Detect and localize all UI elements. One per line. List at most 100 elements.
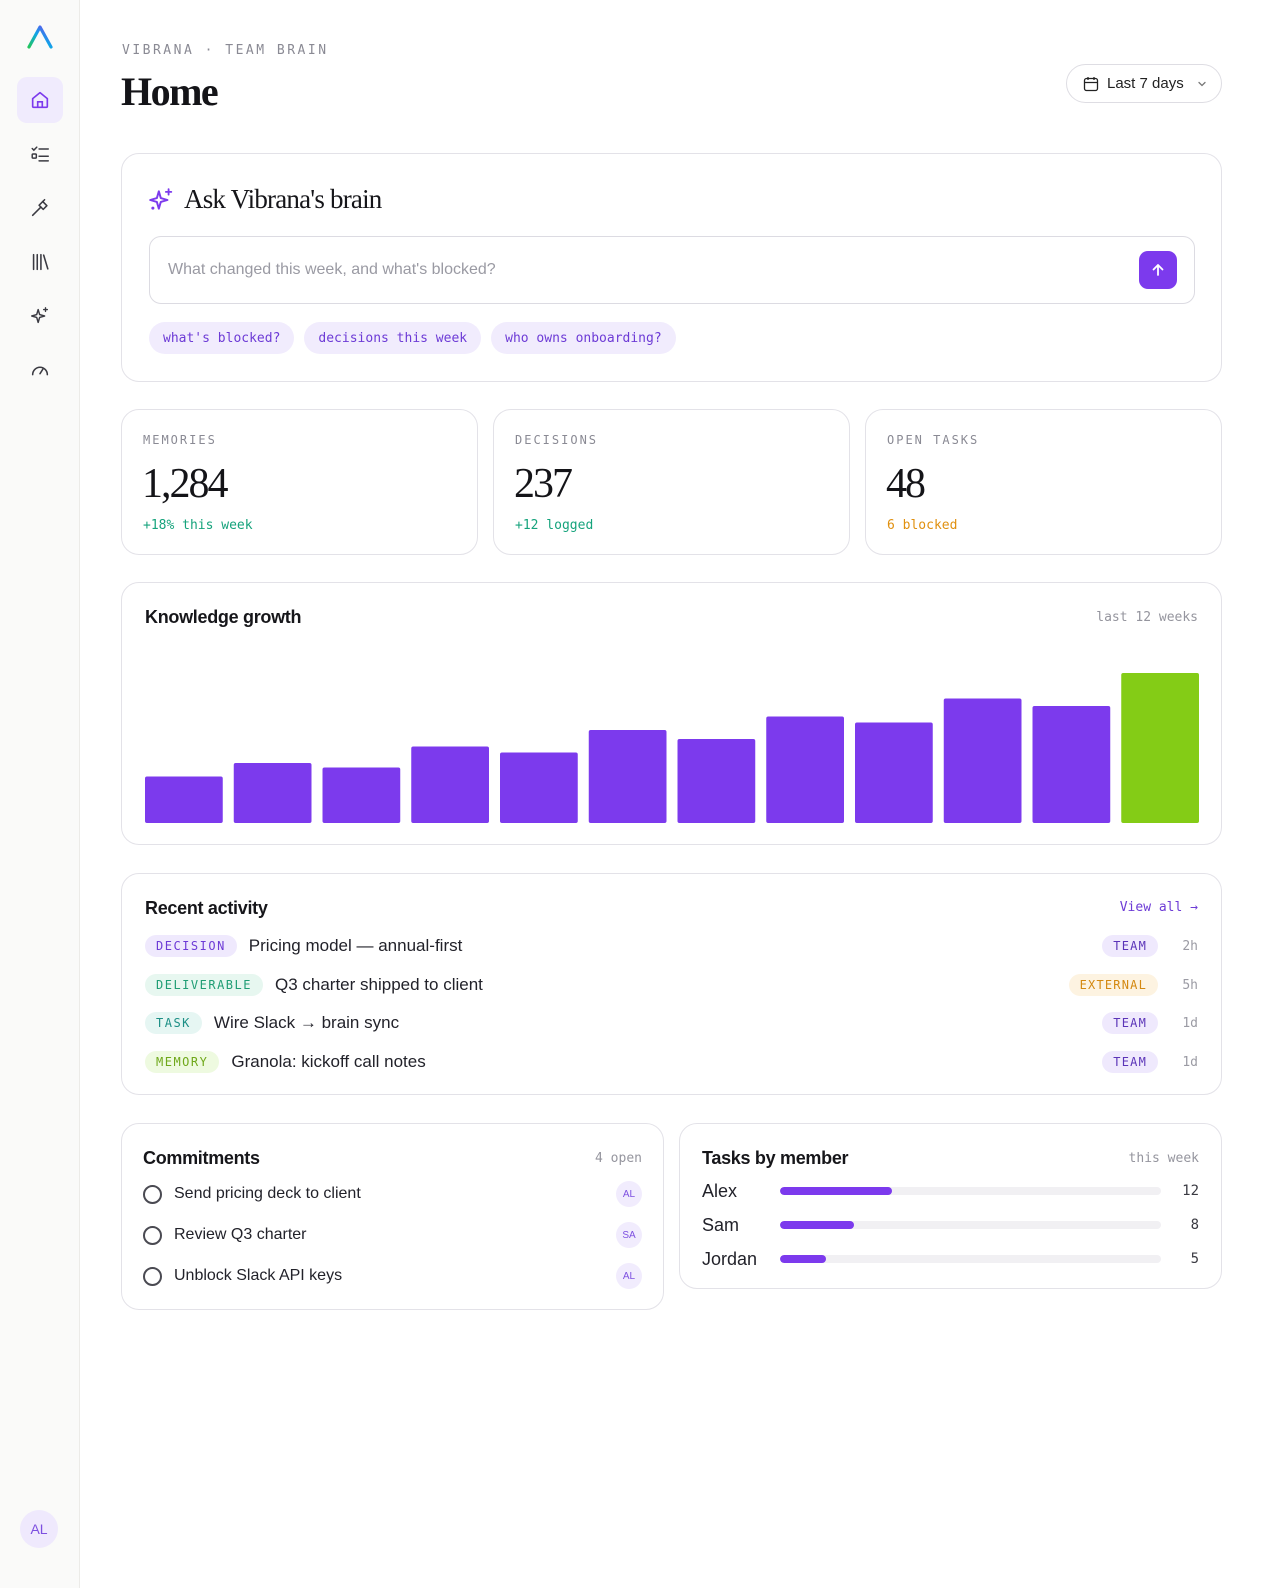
- activity-time: 1d: [1182, 1054, 1198, 1070]
- suggestion-chip[interactable]: decisions this week: [304, 322, 482, 354]
- chart-bar-w12[interactable]: [1121, 673, 1199, 823]
- hammer-icon: [31, 198, 48, 217]
- calendar-icon: [1083, 76, 1099, 91]
- ask-brain-title: Ask Vibrana's brain: [148, 184, 382, 215]
- chart-bar-w5[interactable]: [500, 752, 578, 824]
- member-row: Jordan 5: [702, 1246, 1199, 1272]
- commitments-title: Commitments: [143, 1148, 260, 1168]
- activity-text: Wire Slack → brain sync: [213, 1013, 400, 1032]
- ask-brain-heading: Ask Vibrana's brain: [184, 184, 382, 214]
- activity-time: 5h: [1182, 977, 1198, 993]
- stat-label: DECISIONS: [515, 433, 599, 447]
- breadcrumb: VIBRANA · TEAM BRAIN: [122, 43, 329, 58]
- activity-type-tag: MEMORY: [145, 1051, 220, 1073]
- chart-bar-w4[interactable]: [411, 746, 489, 824]
- date-range-label: Last 7 days: [1107, 75, 1184, 92]
- commitment-item: Unblock Slack API keys AL: [143, 1263, 642, 1289]
- user-avatar[interactable]: AL: [20, 1510, 58, 1548]
- tasks-by-member-title: Tasks by member: [702, 1148, 849, 1168]
- chart-bar-w10[interactable]: [943, 698, 1022, 824]
- commitments-card: Commitments 4 open Send pricing deck to …: [121, 1123, 664, 1310]
- stat-card-decisions[interactable]: DECISIONS 237 +12 logged: [493, 409, 850, 555]
- activity-row[interactable]: MEMORY Granola: kickoff call notes TEAM …: [145, 1049, 1198, 1075]
- activity-text: Pricing model — annual-first: [248, 936, 463, 955]
- commitment-text: Send pricing deck to client: [174, 1185, 361, 1202]
- commitments-count: 4 open: [595, 1151, 642, 1166]
- sparkles-icon: [149, 187, 173, 210]
- chart-title: Knowledge growth: [145, 607, 302, 627]
- suggestion-chip[interactable]: what's blocked?: [149, 322, 295, 354]
- activity-type-tag: DECISION: [145, 935, 237, 957]
- view-all-link[interactable]: View all →: [1119, 900, 1198, 915]
- commitment-text: Unblock Slack API keys: [174, 1267, 343, 1284]
- owner-avatar: AL: [616, 1181, 642, 1207]
- chart-bar-w9[interactable]: [855, 722, 933, 824]
- nav-library[interactable]: [17, 239, 63, 285]
- nav-ai[interactable]: [17, 293, 63, 339]
- knowledge-growth-card: Knowledge growth last 12 weeks: [121, 582, 1222, 845]
- chart-bar-w6[interactable]: [588, 730, 667, 823]
- stat-label: OPEN TASKS: [887, 433, 980, 447]
- home-icon: [31, 91, 49, 109]
- activity-title: Recent activity: [145, 898, 268, 918]
- commitment-text: Review Q3 charter: [174, 1226, 307, 1243]
- member-bar-track: [780, 1221, 1161, 1229]
- activity-row[interactable]: DELIVERABLE Q3 charter shipped to client…: [145, 972, 1198, 998]
- stat-card-open-tasks[interactable]: OPEN TASKS 48 6 blocked: [865, 409, 1222, 555]
- commitment-checkbox[interactable]: [143, 1225, 162, 1245]
- commitment-checkbox[interactable]: [143, 1266, 162, 1286]
- member-bar-fill: [780, 1255, 827, 1263]
- send-button[interactable]: [1139, 251, 1177, 289]
- member-count: 5: [1190, 1251, 1199, 1267]
- stat-value: 48: [886, 461, 926, 507]
- arrow-up-icon: [1152, 264, 1164, 276]
- activity-scope-badge: TEAM: [1102, 935, 1158, 957]
- owner-avatar: SA: [616, 1222, 642, 1248]
- member-bar-fill: [780, 1187, 892, 1195]
- activity-text: Granola: kickoff call notes: [231, 1052, 426, 1071]
- suggestion-chip[interactable]: who owns onboarding?: [491, 322, 676, 354]
- chart-bar-w1[interactable]: [145, 776, 223, 824]
- chart-bar-w7[interactable]: [677, 739, 756, 823]
- gauge-icon: [31, 366, 49, 376]
- activity-time: 1d: [1182, 1015, 1198, 1031]
- stat-delta: +12 logged: [515, 518, 594, 533]
- activity-row[interactable]: TASK Wire Slack → brain sync TEAM 1d: [145, 1010, 1198, 1036]
- activity-type-tag: DELIVERABLE: [145, 974, 263, 996]
- chart-bar-w8[interactable]: [766, 716, 844, 824]
- stat-delta: 6 blocked: [887, 518, 958, 533]
- member-bar-track: [780, 1187, 1161, 1195]
- ask-brain-card: Ask Vibrana's brain What changed this we…: [121, 153, 1222, 382]
- nav-home[interactable]: [17, 77, 63, 123]
- library-icon: [32, 253, 49, 271]
- chart-bar-w11[interactable]: [1032, 706, 1111, 823]
- member-name: Alex: [702, 1180, 738, 1201]
- commitment-checkbox[interactable]: [143, 1184, 162, 1204]
- chart-bar-w2[interactable]: [233, 763, 312, 823]
- page-title: Home: [121, 69, 219, 114]
- ask-input-placeholder: What changed this week, and what's block…: [168, 261, 496, 278]
- sparkles-icon: [31, 307, 49, 324]
- member-count: 12: [1182, 1183, 1199, 1199]
- date-range-select[interactable]: Last 7 days: [1066, 64, 1222, 103]
- activity-scope-badge: EXTERNAL: [1068, 974, 1158, 996]
- activity-scope-badge: TEAM: [1102, 1012, 1158, 1034]
- tasks-by-member-range: this week: [1128, 1151, 1199, 1166]
- ask-input[interactable]: What changed this week, and what's block…: [149, 236, 1195, 304]
- recent-activity-card: Recent activity View all → DECISION Pric…: [121, 873, 1222, 1095]
- stat-label: MEMORIES: [143, 433, 217, 447]
- member-name: Jordan: [702, 1248, 758, 1269]
- member-name: Sam: [702, 1214, 740, 1235]
- suggestion-chips: what's blocked? decisions this week who …: [149, 322, 676, 354]
- commitment-item: Send pricing deck to client AL: [143, 1181, 642, 1207]
- nav-build[interactable]: [17, 185, 63, 231]
- activity-row[interactable]: DECISION Pricing model — annual-first TE…: [145, 933, 1198, 959]
- vibrana-logo[interactable]: [26, 24, 54, 50]
- chart-bar-w3[interactable]: [322, 767, 401, 824]
- sidebar: AL: [0, 0, 80, 1588]
- nav-tasks[interactable]: [17, 131, 63, 177]
- chevron-down-icon: [1198, 81, 1206, 86]
- knowledge-growth-chart: [145, 673, 1199, 824]
- nav-analytics[interactable]: [17, 347, 63, 393]
- stat-card-memories[interactable]: MEMORIES 1,284 +18% this week: [121, 409, 478, 555]
